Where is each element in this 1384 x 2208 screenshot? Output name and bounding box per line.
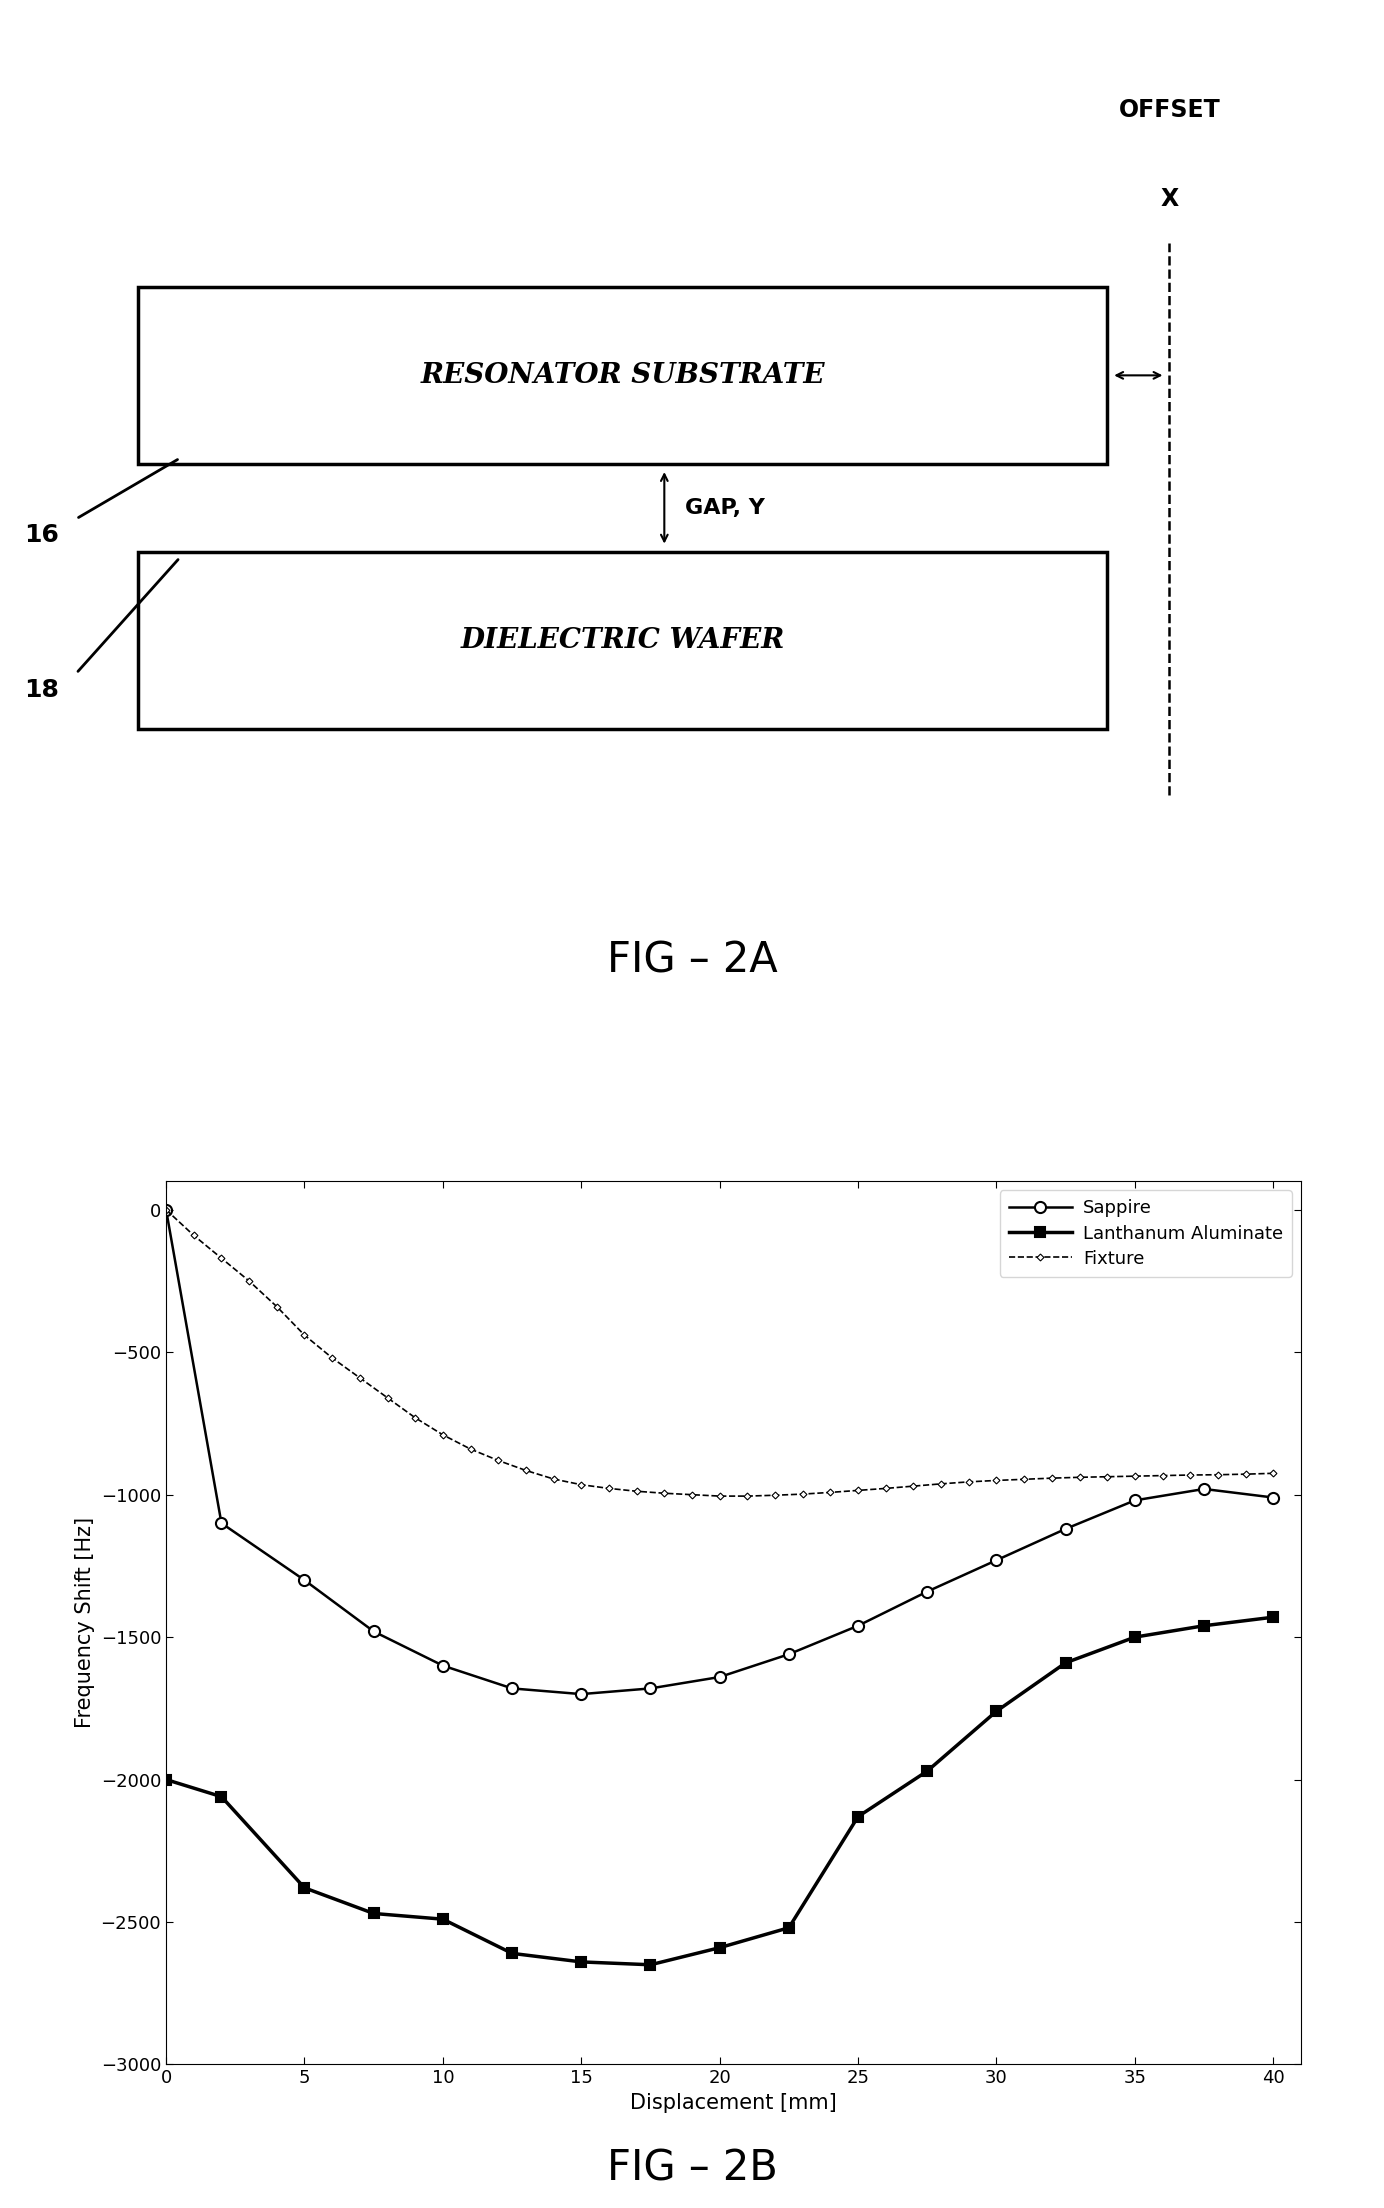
Fixture [1265,1459,1282,1486]
Lanthanum Aluminate [365,1901,382,1928]
Fixture [268,1294,285,1320]
Sappire [919,1579,936,1605]
Fixture [1071,1464,1088,1490]
Fixture [933,1471,949,1497]
Lanthanum Aluminate [1265,1603,1282,1630]
Line: Fixture: Fixture [163,1208,1276,1499]
Text: DIELECTRIC WAFER: DIELECTRIC WAFER [461,627,785,654]
Fixture [684,1482,700,1508]
Fixture [628,1477,645,1504]
Fixture [462,1435,479,1462]
Lanthanum Aluminate [1057,1649,1074,1676]
Fixture [1099,1464,1116,1490]
Line: Lanthanum Aluminate: Lanthanum Aluminate [161,1612,1279,1970]
Fixture [1154,1462,1171,1488]
Fixture [877,1475,894,1501]
Lanthanum Aluminate [296,1875,313,1901]
Fixture [739,1484,756,1510]
Text: OFFSET: OFFSET [1118,99,1221,121]
Fixture [573,1471,590,1497]
Fixture [1127,1464,1143,1490]
Fixture [1237,1462,1254,1488]
Sappire [296,1568,313,1594]
Lanthanum Aluminate [573,1950,590,1976]
Lanthanum Aluminate [781,1914,797,1941]
Sappire [850,1612,866,1638]
Fixture [1016,1466,1032,1493]
Sappire [213,1510,230,1537]
Fixture [241,1267,257,1294]
Lanthanum Aluminate [1127,1623,1143,1649]
Lanthanum Aluminate [435,1906,451,1932]
Line: Sappire: Sappire [161,1203,1279,1700]
Fixture [352,1365,368,1391]
Sappire [1265,1484,1282,1510]
Sappire [365,1618,382,1645]
Lanthanum Aluminate [988,1698,1005,1724]
Fixture [1044,1464,1060,1490]
Legend: Sappire, Lanthanum Aluminate, Fixture: Sappire, Lanthanum Aluminate, Fixture [999,1190,1291,1276]
Fixture [905,1473,922,1499]
Fixture [379,1384,396,1411]
Bar [138,552,1107,729]
Sappire [781,1641,797,1667]
Fixture [185,1223,202,1250]
Fixture [711,1484,728,1510]
Fixture [545,1466,562,1493]
Text: GAP, Y: GAP, Y [685,497,765,519]
Sappire [435,1652,451,1678]
Lanthanum Aluminate [850,1804,866,1830]
Lanthanum Aluminate [919,1758,936,1784]
Lanthanum Aluminate [504,1941,520,1967]
Sappire [642,1676,659,1702]
Sappire [711,1665,728,1691]
Sappire [1127,1488,1143,1515]
Text: RESONATOR SUBSTRATE: RESONATOR SUBSTRATE [421,362,825,389]
Fixture [850,1477,866,1504]
Fixture [601,1475,617,1501]
Sappire [1196,1475,1212,1501]
Text: FIG – 2A: FIG – 2A [606,938,778,983]
Lanthanum Aluminate [711,1934,728,1961]
Text: X: X [1160,188,1179,210]
Fixture [960,1468,977,1495]
Fixture [1182,1462,1199,1488]
Sappire [573,1680,590,1707]
Fixture [158,1197,174,1223]
Fixture [1210,1462,1226,1488]
Bar [138,287,1107,464]
Text: 18: 18 [24,678,60,702]
Fixture [767,1482,783,1508]
Fixture [490,1446,507,1473]
Text: 16: 16 [24,523,60,548]
X-axis label: Displacement [mm]: Displacement [mm] [630,2093,837,2113]
Fixture [518,1457,534,1484]
Lanthanum Aluminate [158,1766,174,1793]
Fixture [435,1422,451,1448]
Lanthanum Aluminate [1196,1612,1212,1638]
Fixture [988,1466,1005,1493]
Fixture [324,1345,340,1371]
Lanthanum Aluminate [213,1784,230,1811]
Sappire [504,1676,520,1702]
Text: FIG – 2B: FIG – 2B [606,2146,778,2190]
Fixture [656,1479,673,1506]
Sappire [158,1197,174,1223]
Sappire [988,1548,1005,1574]
Y-axis label: Frequency Shift [Hz]: Frequency Shift [Hz] [75,1517,95,1729]
Fixture [794,1482,811,1508]
Fixture [407,1404,424,1431]
Fixture [213,1245,230,1272]
Sappire [1057,1515,1074,1541]
Fixture [822,1479,839,1506]
Lanthanum Aluminate [642,1952,659,1978]
Fixture [296,1323,313,1349]
